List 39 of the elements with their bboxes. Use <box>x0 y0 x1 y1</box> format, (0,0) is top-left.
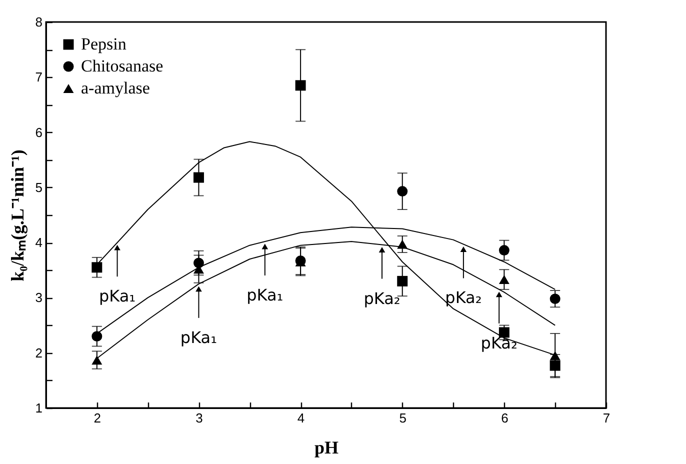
point <box>550 351 560 360</box>
x-tick-label: 7 <box>602 410 610 426</box>
legend-label: Chitosanase <box>81 56 164 76</box>
x-axis-title: pH <box>314 438 339 458</box>
annotation: pKa₂ <box>364 288 400 308</box>
point <box>92 331 102 342</box>
y-tick-label: 8 <box>35 14 42 30</box>
annotation: pKa₁ <box>98 286 136 306</box>
annotation: pKa₂ <box>480 333 518 352</box>
point <box>193 172 204 183</box>
y-axis-title: k₀/kₘ(g.L⁻¹min⁻¹) <box>7 150 28 282</box>
point <box>397 186 408 197</box>
point <box>498 274 510 284</box>
point <box>397 276 408 286</box>
point <box>92 355 102 365</box>
point <box>193 258 204 268</box>
point <box>498 245 510 256</box>
point <box>550 360 560 371</box>
annotation: pKa₁ <box>246 285 284 304</box>
point <box>295 80 306 91</box>
x-tick-label: 6 <box>501 410 508 426</box>
x-tick-label: 4 <box>297 410 305 426</box>
point <box>92 262 102 273</box>
annotation: pKa₁ <box>180 328 218 347</box>
x-tick-label: 2 <box>94 410 102 426</box>
legend-label: a-amylase <box>81 78 150 98</box>
x-tick-label: 5 <box>399 410 406 426</box>
point <box>550 294 560 304</box>
y-tick-label: 7 <box>35 70 42 85</box>
y-tick-label: 5 <box>35 180 42 195</box>
annotation: pKa₂ <box>445 288 482 308</box>
point <box>397 240 408 249</box>
y-tick-label: 4 <box>35 235 42 250</box>
y-tick-label: 6 <box>35 124 42 140</box>
y-tick-label: 3 <box>35 290 42 306</box>
x-tick-label: 3 <box>196 410 203 426</box>
y-tick-label: 2 <box>35 345 42 360</box>
legend-label: Pepsin <box>81 34 127 54</box>
y-tick-label: 1 <box>35 400 42 416</box>
